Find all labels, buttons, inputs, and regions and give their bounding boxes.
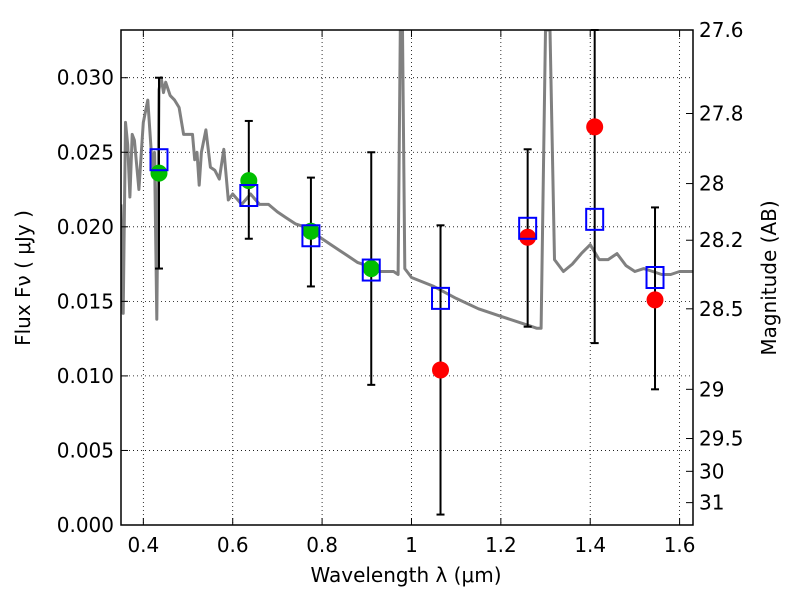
- x-tick-label: 0.6: [217, 533, 249, 557]
- x-tick-label: 1.2: [485, 533, 517, 557]
- y-tick-label: 0.020: [57, 215, 114, 239]
- x-tick-label: 1.4: [574, 533, 606, 557]
- model-point-square: [645, 266, 665, 289]
- y2-tick-label: 28.5: [699, 297, 744, 321]
- y-tick-label: 0.030: [57, 66, 114, 90]
- upper-limit-point-red: [432, 361, 450, 379]
- y-tick-label: 0.015: [57, 289, 114, 313]
- model-point-square: [149, 148, 169, 172]
- x-tick-label: 0.4: [127, 533, 159, 557]
- x-tick-label: 0.8: [306, 533, 338, 557]
- y-tick-label: 0.010: [57, 364, 114, 388]
- model-point-square: [361, 258, 381, 282]
- y2-tick-label: 28.2: [699, 228, 744, 252]
- y2-tick-label: 27.8: [699, 101, 744, 125]
- detection-point-green: [240, 172, 258, 190]
- x-axis-label: Wavelength λ (μm): [310, 563, 501, 587]
- y2-tick-label: 29: [699, 377, 724, 401]
- detection-point-green: [150, 164, 168, 182]
- upper-limit-point-red: [586, 118, 604, 136]
- x-tick-label: 1: [405, 533, 418, 557]
- y-tick-label: 0.000: [57, 513, 114, 537]
- detection-point-green: [362, 260, 380, 278]
- y-tick-label: 0.005: [57, 438, 114, 462]
- label-layer: Wavelength λ (μm) Flux Fν ( μJy ) Magnit…: [11, 18, 781, 587]
- y2-tick-label: 31: [699, 491, 724, 515]
- plot-frame: [120, 29, 694, 526]
- upper-limit-point-red: [646, 291, 664, 309]
- y-tick-label: 0.025: [57, 140, 114, 164]
- y2-tick-label: 27.6: [699, 18, 744, 42]
- upper-limit-point-red: [519, 228, 537, 246]
- y-axis-label: Flux Fν ( μJy ): [11, 210, 35, 346]
- y2-tick-label: 30: [699, 459, 724, 483]
- y2-axis-label: Magnitude (AB): [757, 200, 781, 355]
- frame-layer: [120, 29, 694, 526]
- model-point-square: [301, 224, 321, 248]
- y2-tick-label: 29.5: [699, 427, 744, 451]
- y2-tick-label: 28: [699, 172, 724, 196]
- marker-layer: [149, 118, 665, 379]
- model-point-square: [431, 286, 451, 310]
- x-tick-label: 1.6: [664, 533, 696, 557]
- model-point-square: [518, 216, 538, 240]
- model-point-square: [585, 207, 605, 231]
- model-point-square: [239, 183, 259, 207]
